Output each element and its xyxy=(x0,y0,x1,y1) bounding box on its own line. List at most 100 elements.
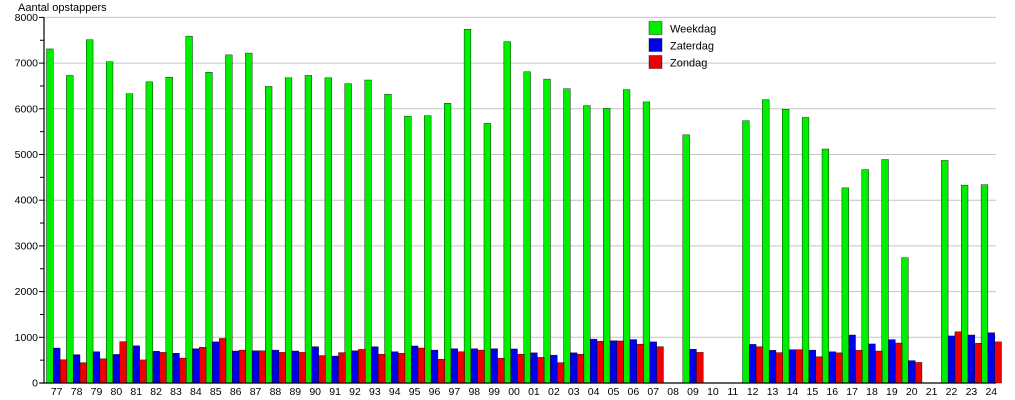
bar-zondag-94 xyxy=(397,353,406,384)
bar-zondag-88 xyxy=(278,352,286,384)
bar-zaterdag-92 xyxy=(351,350,359,384)
bar-zondag-05 xyxy=(616,340,624,384)
x-axis-label-93: 93 xyxy=(369,386,381,398)
bar-weekdag-94 xyxy=(384,93,392,384)
bar-zondag-22 xyxy=(954,331,962,384)
bar-zondag-89 xyxy=(298,352,306,384)
x-axis-label-92: 92 xyxy=(349,386,361,398)
bar-zaterdag-88 xyxy=(271,349,280,384)
bar-weekdag-24 xyxy=(980,184,989,384)
bar-weekdag-14 xyxy=(782,109,790,384)
bar-zaterdag-86 xyxy=(232,350,240,384)
x-axis-label-91: 91 xyxy=(329,386,341,398)
bar-zondag-09 xyxy=(696,352,704,384)
x-axis-label-94: 94 xyxy=(389,386,401,398)
bar-weekdag-86 xyxy=(225,54,233,384)
bar-weekdag-99 xyxy=(483,123,491,384)
bar-zondag-84 xyxy=(199,347,207,384)
bar-weekdag-05 xyxy=(603,108,611,384)
bar-zondag-20 xyxy=(914,362,923,384)
bar-zaterdag-02 xyxy=(550,354,558,384)
bar-zondag-93 xyxy=(378,354,386,384)
bar-zondag-83 xyxy=(179,357,187,384)
bar-zaterdag-85 xyxy=(212,341,220,384)
bar-weekdag-04 xyxy=(583,105,591,384)
bar-zondag-81 xyxy=(139,359,147,384)
bar-weekdag-02 xyxy=(543,78,551,384)
x-axis-label-78: 78 xyxy=(71,386,83,398)
bar-weekdag-01 xyxy=(523,71,531,384)
bar-weekdag-95 xyxy=(404,115,412,384)
x-axis-label-20: 20 xyxy=(906,386,918,398)
bar-weekdag-83 xyxy=(165,77,173,384)
y-axis-label-0: 0 xyxy=(32,378,38,390)
bar-zaterdag-16 xyxy=(828,351,836,384)
bar-weekdag-84 xyxy=(185,35,193,384)
bar-zaterdag-12 xyxy=(749,344,757,384)
x-axis-label-98: 98 xyxy=(468,386,480,398)
legend-swatch-zaterdag xyxy=(648,38,663,52)
x-axis-label-83: 83 xyxy=(170,386,182,398)
bar-zaterdag-94 xyxy=(391,351,399,384)
y-axis-label-6000: 6000 xyxy=(15,103,39,115)
x-axis-label-16: 16 xyxy=(826,386,838,398)
bar-weekdag-20 xyxy=(901,257,909,384)
legend-label-zondag: Zondag xyxy=(670,58,707,70)
bar-weekdag-17 xyxy=(841,187,849,384)
bar-zaterdag-77 xyxy=(53,347,61,384)
bar-weekdag-18 xyxy=(861,169,869,384)
bar-zondag-80 xyxy=(119,341,127,384)
bar-weekdag-91 xyxy=(324,77,332,384)
bar-zaterdag-98 xyxy=(470,348,478,384)
bar-zondag-79 xyxy=(99,358,107,384)
bar-weekdag-23 xyxy=(961,184,969,384)
y-axis-label-1000: 1000 xyxy=(15,332,39,344)
bar-zondag-07 xyxy=(656,346,664,384)
x-axis-label-96: 96 xyxy=(429,386,441,398)
bar-weekdag-90 xyxy=(304,75,313,384)
bar-zaterdag-84 xyxy=(192,348,200,384)
bar-zaterdag-19 xyxy=(888,339,896,384)
y-axis-label-5000: 5000 xyxy=(15,149,39,161)
x-axis-label-86: 86 xyxy=(230,386,242,398)
x-axis-label-22: 22 xyxy=(946,386,958,398)
bar-weekdag-87 xyxy=(245,52,253,384)
bar-zaterdag-80 xyxy=(112,354,120,384)
bar-zaterdag-13 xyxy=(768,350,777,384)
bar-zondag-98 xyxy=(477,349,485,384)
bar-zondag-17 xyxy=(855,350,863,384)
bar-zaterdag-91 xyxy=(331,355,339,384)
bar-zondag-12 xyxy=(755,346,764,384)
bar-zaterdag-96 xyxy=(430,349,439,384)
bar-weekdag-97 xyxy=(444,103,452,384)
bar-weekdag-78 xyxy=(66,75,74,384)
x-axis-label-11: 11 xyxy=(727,386,738,398)
bar-zaterdag-06 xyxy=(629,339,637,384)
bar-weekdag-22 xyxy=(941,160,949,384)
bar-zaterdag-95 xyxy=(411,345,419,384)
bar-zaterdag-99 xyxy=(490,348,498,384)
bar-zaterdag-24 xyxy=(987,332,995,384)
bar-weekdag-00 xyxy=(503,41,511,384)
bar-zondag-78 xyxy=(79,362,87,384)
x-axis-label-09: 09 xyxy=(687,386,699,398)
bar-zaterdag-22 xyxy=(947,335,956,384)
bar-zondag-77 xyxy=(59,359,68,384)
bar-zaterdag-14 xyxy=(788,349,797,384)
bar-weekdag-16 xyxy=(821,148,830,384)
x-axis-label-14: 14 xyxy=(787,386,799,398)
bar-weekdag-98 xyxy=(463,29,472,384)
bar-zondag-19 xyxy=(895,342,903,384)
bar-zondag-99 xyxy=(497,358,505,384)
bar-zaterdag-89 xyxy=(291,350,299,384)
bar-weekdag-09 xyxy=(682,134,690,384)
bar-zondag-95 xyxy=(417,347,426,384)
bar-zondag-87 xyxy=(258,350,266,384)
bar-zondag-01 xyxy=(537,357,545,384)
x-axis-label-03: 03 xyxy=(568,386,580,398)
bar-weekdag-06 xyxy=(622,89,631,384)
bar-weekdag-96 xyxy=(424,115,432,384)
legend-label-weekdag: Weekdag xyxy=(670,24,716,36)
bar-zaterdag-04 xyxy=(590,338,598,384)
